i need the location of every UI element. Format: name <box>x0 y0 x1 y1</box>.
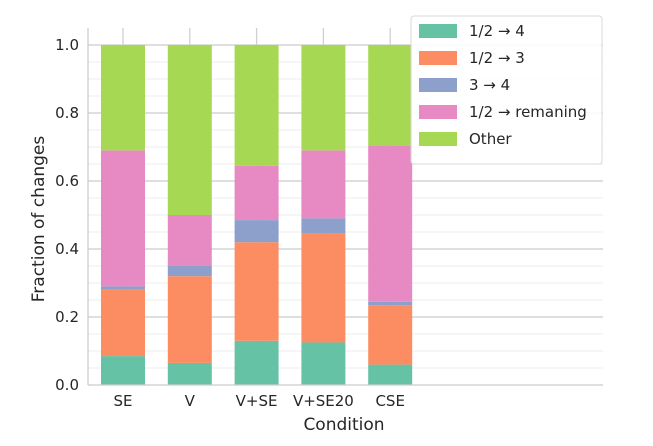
bar-segment-v-se-series-3 <box>234 165 279 221</box>
bar-segment-cse-series-1 <box>368 305 413 365</box>
legend: 1/2 → 4 1/2 → 3 3 → 4 1/2 → remaning Other <box>410 15 603 165</box>
bar-segment-v-series-3 <box>167 215 212 266</box>
bar-segment-v-se20-series-3 <box>301 150 346 219</box>
bars-group <box>101 45 413 385</box>
legend-swatch <box>419 24 457 38</box>
y-tick-label: 0.8 <box>55 104 79 122</box>
bar-segment-v-se20-series-4 <box>301 45 346 151</box>
x-tick-label: CSE <box>375 392 404 410</box>
legend-swatch <box>419 105 457 119</box>
legend-swatch <box>419 51 457 65</box>
x-tick-label: SE <box>114 392 133 410</box>
bar-segment-v-se-series-4 <box>234 45 279 166</box>
bar-segment-v-se-series-2 <box>234 220 279 243</box>
bar-segment-se-series-2 <box>101 286 145 290</box>
y-axis-title: Fraction of changes <box>29 136 49 303</box>
legend-label: Other <box>469 130 512 148</box>
legend-label: 1/2 → remaning <box>469 103 587 121</box>
bar-segment-se-series-3 <box>101 150 145 287</box>
bar-segment-se-series-1 <box>101 289 145 357</box>
y-tick-label: 0.6 <box>55 172 79 190</box>
bar-segment-cse-series-0 <box>368 364 413 385</box>
x-axis-title: Condition <box>303 415 384 435</box>
y-tick-label: 0.2 <box>55 308 79 326</box>
bar-segment-v-se-series-0 <box>234 340 279 385</box>
x-tick-label: V <box>185 392 196 410</box>
bar-segment-v-se-series-1 <box>234 242 279 341</box>
legend-label: 3 → 4 <box>469 76 510 94</box>
y-tick-label: 0.4 <box>55 240 79 258</box>
bar-segment-se-series-4 <box>101 45 145 151</box>
bar-segment-v-se20-series-0 <box>301 342 346 385</box>
legend-swatch <box>419 132 457 146</box>
x-tick-label: V+SE20 <box>293 392 354 410</box>
axes-group: SE V V+SE V+SE20 CSE 0.0 0.2 0.4 0.6 0.8 1.0 <box>55 28 603 410</box>
bar-segment-cse-series-2 <box>368 301 413 306</box>
bar-segment-v-se20-series-1 <box>301 233 346 343</box>
bar-segment-v-se20-series-2 <box>301 218 346 234</box>
y-tick-label: 0.0 <box>55 376 79 394</box>
bar-segment-cse-series-3 <box>368 145 413 302</box>
bar-segment-v-series-1 <box>167 276 212 363</box>
legend-label: 1/2 → 4 <box>469 22 525 40</box>
bar-segment-se-series-0 <box>101 356 145 385</box>
bar-segment-v-series-2 <box>167 266 212 277</box>
bar-segment-v-series-0 <box>167 362 212 385</box>
legend-swatch <box>419 78 457 92</box>
bar-segment-cse-series-4 <box>368 45 413 146</box>
bar-segment-v-series-4 <box>167 45 212 215</box>
x-tick-label: V+SE <box>236 392 278 410</box>
legend-label: 1/2 → 3 <box>469 49 525 67</box>
legend-box <box>410 15 603 165</box>
y-tick-label: 1.0 <box>55 36 79 54</box>
